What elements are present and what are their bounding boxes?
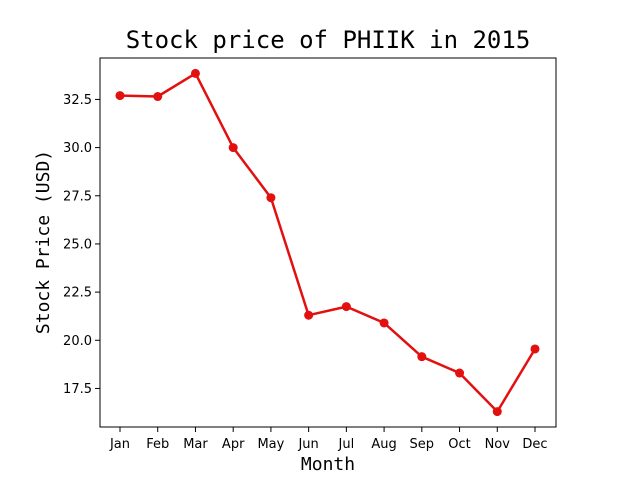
y-tick-label: 30.0 <box>63 141 92 156</box>
x-tick-label: Mar <box>183 437 208 452</box>
y-tick-label: 20.0 <box>63 334 92 349</box>
x-tick-label: Jan <box>109 437 130 452</box>
x-tick-label: Aug <box>371 437 396 452</box>
y-tick-label: 22.5 <box>63 286 92 301</box>
x-tick-label: Feb <box>146 437 169 452</box>
data-point <box>304 310 314 320</box>
data-point <box>341 302 351 312</box>
y-tick-label: 32.5 <box>63 93 92 108</box>
data-point <box>417 352 427 362</box>
x-tick-label: Dec <box>522 437 547 452</box>
plot-frame <box>99 57 557 428</box>
x-tick-label: Sep <box>410 437 435 452</box>
chart-title: Stock price of PHIIK in 2015 <box>126 26 531 54</box>
series-stock-price <box>115 68 540 417</box>
y-tick-label: 17.5 <box>63 382 92 397</box>
x-tick-label: Oct <box>448 437 470 452</box>
data-point <box>492 407 502 417</box>
data-point <box>266 193 276 203</box>
y-tick-label: 25.0 <box>63 237 92 252</box>
data-point <box>530 344 540 354</box>
y-axis-label: Stock Price (USD) <box>33 150 54 334</box>
y-axis: 17.5 20.0 22.5 25.0 27.5 30.0 32.5 <box>63 93 100 397</box>
x-tick-label: Jun <box>297 437 318 452</box>
x-tick-label: Apr <box>222 437 245 452</box>
x-tick-label: May <box>257 437 284 452</box>
x-tick-label: Nov <box>485 437 511 452</box>
data-point <box>379 318 389 328</box>
data-point <box>115 91 125 101</box>
x-axis: Jan Feb Mar Apr May Jun Jul Aug Sep Oct Nov Dec <box>109 427 548 452</box>
data-point <box>455 368 465 378</box>
data-point <box>190 68 200 78</box>
y-tick-label: 27.5 <box>63 189 92 204</box>
x-tick-label: Jul <box>338 437 355 452</box>
x-axis-label: Month <box>301 454 355 475</box>
data-point <box>153 92 163 102</box>
series-line <box>119 72 537 413</box>
data-point <box>228 143 238 153</box>
